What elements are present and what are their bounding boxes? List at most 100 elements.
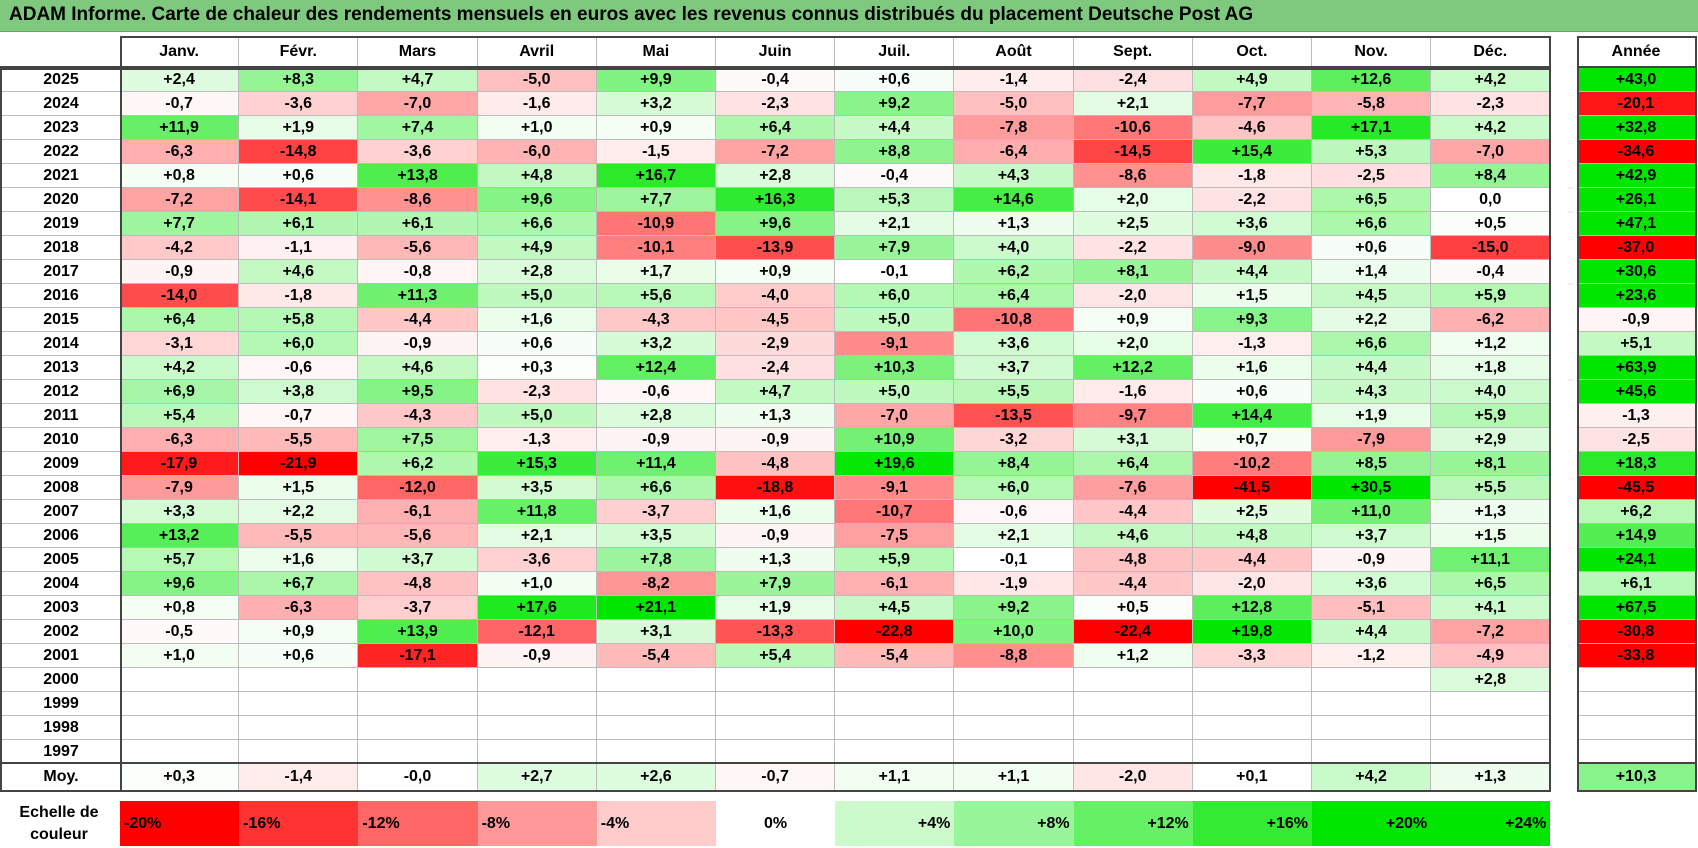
average-cell: +1,3 <box>1431 763 1551 791</box>
heatmap-cell: -4,8 <box>1073 548 1193 572</box>
annual-cell: +45,6 <box>1577 380 1696 404</box>
heatmap-cell: +8,4 <box>954 452 1074 476</box>
heatmap-cell: +12,6 <box>1312 68 1432 92</box>
heatmap-cell: -10,2 <box>1192 452 1312 476</box>
heatmap-cell: +6,0 <box>954 476 1074 500</box>
heatmap-cell: -6,1 <box>835 572 955 596</box>
heatmap-cell: +1,5 <box>1192 284 1312 308</box>
average-cell: -0,7 <box>716 763 836 791</box>
heatmap-cell <box>477 716 597 740</box>
annual-cell: +18,3 <box>1577 452 1696 476</box>
heatmap-cell: -4,4 <box>1073 572 1193 596</box>
heatmap-cell: +4,3 <box>954 164 1074 188</box>
heatmap-cell: -14,1 <box>239 188 359 212</box>
heatmap-cell: +11,8 <box>477 500 597 524</box>
average-cell: -1,4 <box>239 763 359 791</box>
heatmap-cell: +5,0 <box>835 380 955 404</box>
heatmap-cell: -6,1 <box>358 500 478 524</box>
month-header: Déc. <box>1431 37 1551 67</box>
heatmap-cell: -0,9 <box>358 332 478 356</box>
month-header: Mars <box>358 37 478 67</box>
heatmap-cell: -10,8 <box>954 308 1074 332</box>
heatmap-cell: -5,5 <box>239 524 359 548</box>
heatmap-cell: +3,2 <box>596 92 716 116</box>
heatmap-cell: -6,3 <box>120 428 240 452</box>
heatmap-cell: +3,8 <box>239 380 359 404</box>
year-label: 2023 <box>2 116 120 140</box>
heatmap-cell: +4,4 <box>1312 356 1432 380</box>
heatmap-cell: -7,6 <box>1073 476 1193 500</box>
heatmap-cell: -7,7 <box>1192 92 1312 116</box>
heatmap-cell: -3,3 <box>1192 644 1312 668</box>
heatmap-cell: -8,6 <box>358 188 478 212</box>
year-label: 2006 <box>2 524 120 548</box>
heatmap-cell: +1,0 <box>120 644 240 668</box>
heatmap-cell: -5,5 <box>239 428 359 452</box>
heatmap-cell: -0,6 <box>954 500 1074 524</box>
heatmap-cell: +4,4 <box>1312 620 1432 644</box>
heatmap-cell <box>1073 716 1193 740</box>
year-label: 2024 <box>2 92 120 116</box>
heatmap-cell: +0,8 <box>120 596 240 620</box>
heatmap-cell <box>358 692 478 716</box>
table-rule <box>1577 762 1697 764</box>
heatmap-cell: +1,3 <box>954 212 1074 236</box>
annual-cell: +67,5 <box>1577 596 1696 620</box>
heatmap-cell: +4,5 <box>1312 284 1432 308</box>
heatmap-cell: +2,8 <box>477 260 597 284</box>
heatmap-cell <box>835 716 955 740</box>
heatmap-cell: -1,8 <box>239 284 359 308</box>
heatmap-cell: +6,6 <box>596 476 716 500</box>
heatmap-cell: +6,4 <box>716 116 836 140</box>
heatmap-cell <box>716 668 836 692</box>
heatmap-cell: +5,0 <box>477 284 597 308</box>
heatmap-cell: +2,5 <box>1192 500 1312 524</box>
heatmap-cell <box>1192 740 1312 764</box>
year-label: 2016 <box>2 284 120 308</box>
heatmap-cell: -14,8 <box>239 140 359 164</box>
heatmap-cell: -2,4 <box>716 356 836 380</box>
heatmap-cell: -3,1 <box>120 332 240 356</box>
heatmap-cell: -8,2 <box>596 572 716 596</box>
heatmap-cell: +19,8 <box>1192 620 1312 644</box>
heatmap-cell: +4,6 <box>239 260 359 284</box>
heatmap-cell: +0,9 <box>1073 308 1193 332</box>
heatmap-cell: +5,4 <box>716 644 836 668</box>
heatmap-cell: +19,6 <box>835 452 955 476</box>
month-header: Sept. <box>1073 37 1193 67</box>
heatmap-cell: +9,2 <box>835 92 955 116</box>
scale-swatch: +24% <box>1431 801 1551 846</box>
heatmap-cell: -7,2 <box>1431 620 1551 644</box>
heatmap-cell: -0,9 <box>120 260 240 284</box>
heatmap-cell: +2,0 <box>1073 188 1193 212</box>
heatmap-cell: +9,5 <box>358 380 478 404</box>
heatmap-cell: -9,1 <box>835 332 955 356</box>
heatmap-cell: -2,2 <box>1073 236 1193 260</box>
heatmap-cell: +9,6 <box>716 212 836 236</box>
heatmap-cell: -0,6 <box>239 356 359 380</box>
heatmap-cell <box>1073 740 1193 764</box>
heatmap-cell: -2,2 <box>1192 188 1312 212</box>
heatmap-cell: +5,0 <box>477 404 597 428</box>
annual-cell: -34,6 <box>1577 140 1696 164</box>
heatmap-cell: +1,2 <box>1431 332 1551 356</box>
year-label: 2021 <box>2 164 120 188</box>
heatmap-cell: -4,5 <box>716 308 836 332</box>
heatmap-cell: -10,6 <box>1073 116 1193 140</box>
heatmap-cell: +17,1 <box>1312 116 1432 140</box>
heatmap-cell: +10,9 <box>835 428 955 452</box>
heatmap-cell: -2,0 <box>1073 284 1193 308</box>
heatmap-cell: +4,7 <box>358 68 478 92</box>
heatmap-cell: +1,6 <box>1192 356 1312 380</box>
heatmap-cell: +0,3 <box>477 356 597 380</box>
average-cell: -2,0 <box>1073 763 1193 791</box>
heatmap-cell: +12,2 <box>1073 356 1193 380</box>
heatmap-cell: -0,4 <box>1431 260 1551 284</box>
heatmap-cell: +8,8 <box>835 140 955 164</box>
heatmap-cell: +6,2 <box>954 260 1074 284</box>
heatmap-cell: -13,5 <box>954 404 1074 428</box>
heatmap-cell: +2,1 <box>954 524 1074 548</box>
annual-cell: -33,8 <box>1577 644 1696 668</box>
heatmap-cell: +5,3 <box>835 188 955 212</box>
heatmap-cell: -3,6 <box>477 548 597 572</box>
